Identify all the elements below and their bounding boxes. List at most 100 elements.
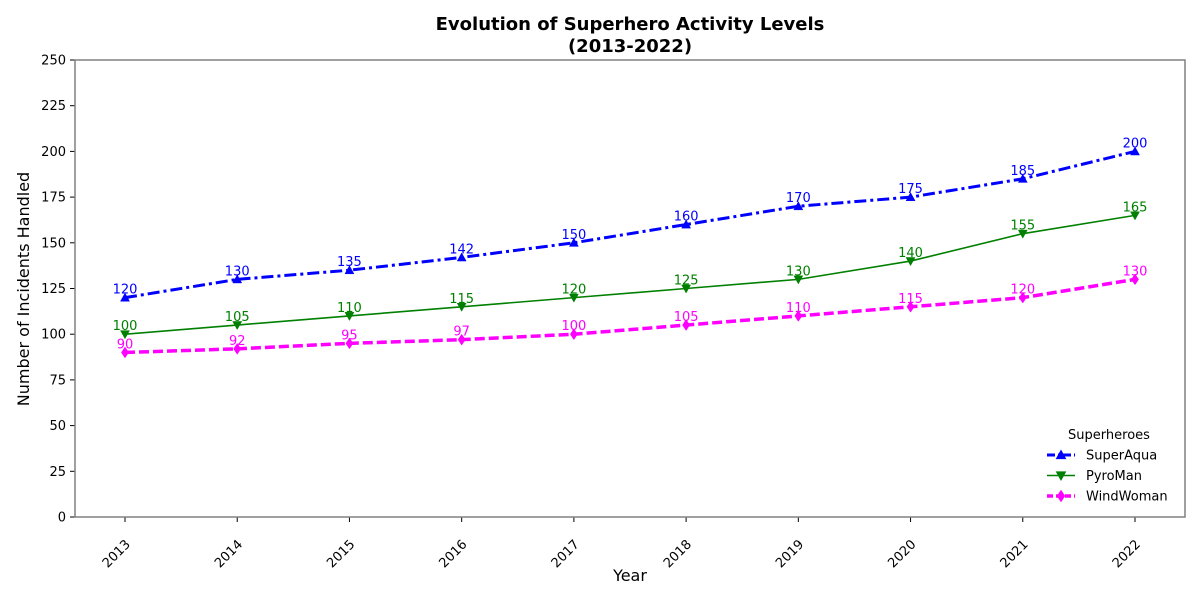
y-tick-label: 50 [49, 419, 66, 434]
data-label: 155 [1010, 219, 1035, 234]
data-label: 95 [341, 328, 358, 343]
data-point [569, 328, 578, 341]
data-label: 165 [1123, 200, 1148, 215]
series-line-superaqua [124, 149, 1136, 300]
x-tick-label: 2022 [1110, 537, 1144, 571]
data-point [1017, 229, 1028, 239]
x-tick-label: 2019 [773, 537, 807, 571]
data-point [344, 312, 355, 321]
data-label: 115 [449, 292, 474, 307]
data-point [906, 300, 915, 313]
data-point [681, 284, 692, 294]
data-point [568, 293, 579, 303]
legend-title: Superheroes [1068, 428, 1150, 443]
legend-entry-pyroman: PyroMan [1086, 469, 1142, 484]
legend-marker [1056, 489, 1066, 503]
data-label: 140 [898, 246, 923, 261]
data-label: 92 [229, 334, 246, 349]
data-label: 100 [113, 319, 138, 334]
data-point [457, 333, 466, 346]
y-tick-label: 100 [41, 328, 66, 343]
data-label: 160 [674, 210, 699, 225]
data-point [120, 292, 130, 302]
data-label: 175 [898, 182, 923, 197]
data-label: 120 [1010, 283, 1035, 298]
y-tick-label: 225 [41, 99, 66, 114]
x-axis-label: Year [612, 566, 647, 585]
data-point [1017, 173, 1028, 183]
data-label: 120 [561, 283, 586, 298]
data-label: 110 [337, 301, 362, 316]
x-tick-label: 2018 [661, 537, 695, 571]
data-label: 97 [453, 325, 470, 340]
data-label: 105 [674, 310, 699, 325]
legend-entry-superaqua: SuperAqua [1086, 449, 1157, 464]
x-tick-label: 2021 [998, 537, 1032, 571]
data-point [344, 265, 355, 275]
data-point [121, 346, 129, 359]
data-point [120, 330, 130, 340]
y-tick-label: 75 [49, 373, 66, 388]
data-point [1130, 146, 1140, 156]
plot-frame [74, 59, 1186, 518]
data-point [456, 252, 467, 262]
data-label: 90 [117, 337, 134, 352]
data-point [456, 302, 467, 312]
data-point [682, 319, 691, 331]
x-tick-label: 2013 [100, 537, 134, 571]
data-label: 130 [225, 264, 250, 279]
y-tick-label: 175 [41, 191, 66, 206]
data-label: 200 [1123, 136, 1148, 151]
series-line-pyroman [124, 214, 1136, 335]
data-label: 130 [1123, 264, 1148, 279]
legend: Superheroes SuperAqua PyroMan WindWoman [1040, 422, 1178, 512]
data-label: 110 [786, 301, 811, 316]
data-label: 130 [786, 264, 811, 279]
series-line-windwoman [124, 277, 1136, 355]
chart-subtitle: (2013-2022) [568, 36, 692, 57]
data-point [793, 275, 804, 285]
data-label: 185 [1010, 164, 1035, 179]
data-point [681, 219, 692, 229]
x-tick-label: 2017 [549, 537, 583, 571]
data-label: 150 [561, 228, 586, 243]
data-label: 135 [337, 255, 362, 270]
data-label: 120 [113, 283, 138, 298]
x-tick-label: 2016 [436, 537, 470, 571]
data-label: 170 [786, 191, 811, 206]
x-tick-label: 2014 [212, 537, 246, 571]
legend-marker [1055, 471, 1067, 482]
data-point [345, 337, 354, 350]
x-tick-label: 2015 [324, 537, 358, 571]
chart-title: Evolution of Superhero Activity Levels [436, 14, 825, 35]
data-point [233, 342, 242, 355]
y-tick-label: 200 [41, 145, 66, 160]
data-label: 142 [449, 242, 474, 257]
y-tick-label: 250 [41, 54, 66, 69]
data-point [1131, 273, 1139, 286]
plot-area: 0 25 50 75 100 125 150 175 200 225 250 2013 2014 2015… [41, 54, 1186, 571]
legend-entry-windwoman: WindWoman [1086, 490, 1168, 505]
data-point [568, 237, 579, 247]
data-point [1018, 291, 1027, 304]
y-tick-label: 25 [49, 465, 66, 480]
legend-marker [1055, 449, 1067, 460]
y-tick-label: 125 [41, 282, 66, 297]
data-point [232, 274, 243, 284]
y-tick-label: 0 [58, 511, 66, 526]
data-label: 115 [898, 292, 923, 307]
data-label: 105 [225, 310, 250, 325]
data-label: 125 [674, 274, 699, 289]
data-point [793, 201, 804, 211]
y-axis-label: Number of Incidents Handled [14, 172, 33, 406]
y-tick-label: 150 [41, 236, 66, 251]
data-point [794, 310, 803, 322]
data-point [232, 321, 243, 331]
x-tick-label: 2020 [885, 537, 919, 571]
data-label: 100 [561, 319, 586, 334]
data-point [905, 257, 916, 267]
data-point [1130, 211, 1140, 221]
data-point [905, 192, 916, 201]
